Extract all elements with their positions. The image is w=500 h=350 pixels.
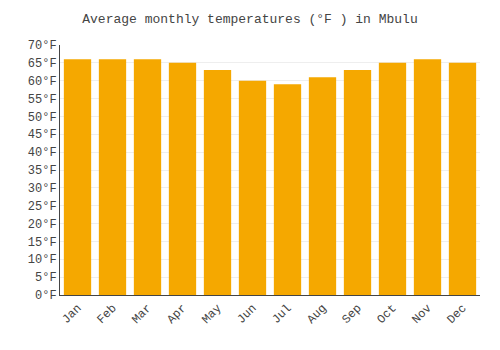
svg-text:65°F: 65°F (28, 57, 57, 71)
svg-text:35°F: 35°F (28, 164, 57, 178)
svg-text:Mar: Mar (129, 302, 154, 327)
svg-text:Feb: Feb (94, 302, 119, 327)
svg-text:Apr: Apr (164, 302, 189, 327)
svg-text:Nov: Nov (409, 302, 434, 327)
svg-text:55°F: 55°F (28, 93, 57, 107)
svg-text:Average monthly temperatures (: Average monthly temperatures (°F ) in Mb… (82, 12, 417, 27)
svg-text:Oct: Oct (374, 302, 399, 327)
svg-text:15°F: 15°F (28, 236, 57, 250)
svg-text:5°F: 5°F (35, 271, 57, 285)
svg-text:May: May (199, 302, 224, 327)
svg-text:50°F: 50°F (28, 111, 57, 125)
svg-text:Jul: Jul (269, 302, 294, 327)
svg-text:Jun: Jun (234, 302, 259, 327)
svg-text:20°F: 20°F (28, 218, 57, 232)
svg-text:70°F: 70°F (28, 39, 57, 53)
svg-text:0°F: 0°F (35, 289, 57, 303)
svg-text:60°F: 60°F (28, 75, 57, 89)
svg-text:Sep: Sep (339, 302, 364, 327)
svg-text:Jan: Jan (59, 302, 84, 327)
svg-text:30°F: 30°F (28, 182, 57, 196)
svg-text:25°F: 25°F (28, 200, 57, 214)
svg-text:45°F: 45°F (28, 128, 57, 142)
svg-text:Aug: Aug (304, 302, 329, 327)
svg-text:40°F: 40°F (28, 146, 57, 160)
svg-text:Dec: Dec (444, 302, 469, 327)
svg-text:10°F: 10°F (28, 253, 57, 267)
